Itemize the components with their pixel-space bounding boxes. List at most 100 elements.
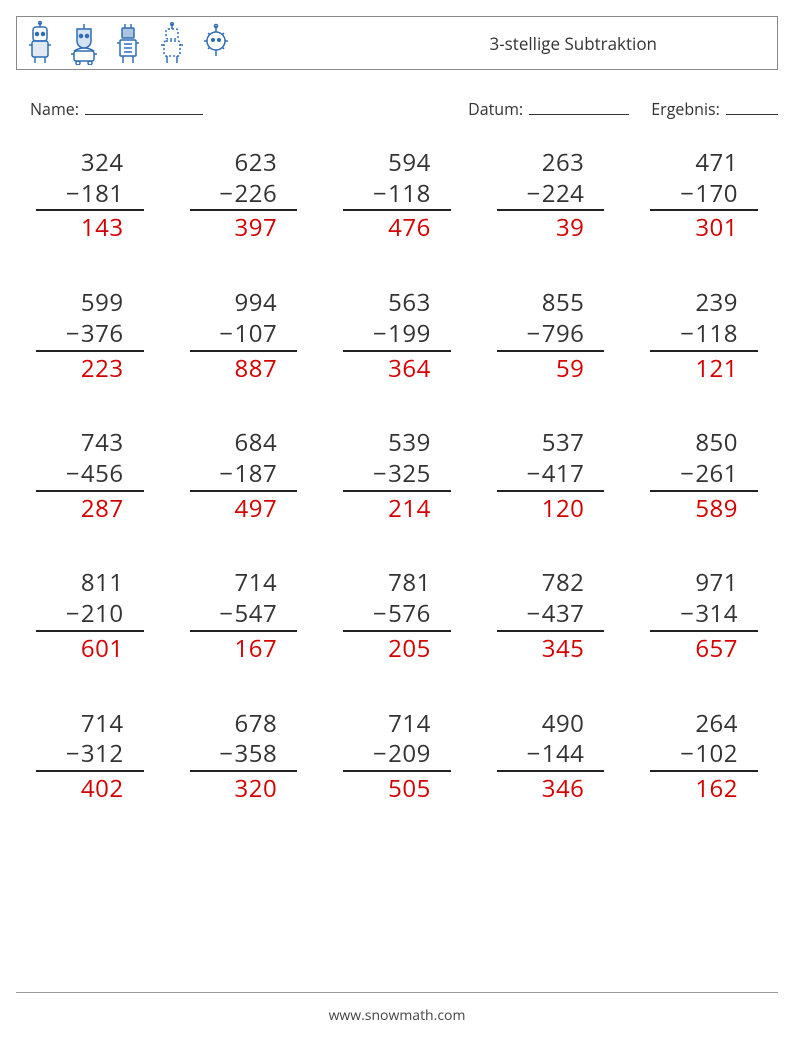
minuend: 599 [36, 288, 144, 319]
subtrahend: 102 [695, 737, 738, 770]
minuend: 594 [343, 148, 451, 179]
answer: 143 [36, 213, 144, 244]
answer: 162 [650, 774, 758, 805]
subtrahend: 261 [695, 457, 738, 490]
subtrahend-row: −170 [650, 179, 758, 212]
minus-sign: − [680, 597, 694, 630]
minuend: 850 [650, 428, 758, 459]
subtrahend: 576 [388, 597, 431, 630]
minus-sign: − [526, 597, 540, 630]
subtrahend-row: −187 [190, 459, 298, 492]
subtrahend-row: −417 [497, 459, 605, 492]
subtrahend-row: −312 [36, 739, 144, 772]
problem: 594−118476 [343, 148, 451, 244]
minuend: 971 [650, 568, 758, 599]
score-blank[interactable] [726, 100, 778, 115]
subtrahend-row: −226 [190, 179, 298, 212]
subtrahend-row: −261 [650, 459, 758, 492]
worksheet-page: 3-stellige Subtraktion Name: Datum: Erge… [0, 0, 794, 1053]
minuend: 678 [190, 709, 298, 740]
problem: 324−181143 [36, 148, 144, 244]
problem: 850−261589 [650, 428, 758, 524]
minus-sign: − [373, 177, 387, 210]
subtrahend: 437 [542, 597, 585, 630]
minuend: 324 [36, 148, 144, 179]
subtrahend-row: −199 [343, 319, 451, 352]
problem: 563−199364 [343, 288, 451, 384]
minus-sign: − [526, 177, 540, 210]
answer: 167 [190, 634, 298, 665]
problem: 537−417120 [497, 428, 605, 524]
subtrahend-row: −576 [343, 599, 451, 632]
problem: 239−118121 [650, 288, 758, 384]
robot-icon [23, 21, 57, 65]
minuend: 471 [650, 148, 758, 179]
date-label: Datum: [468, 98, 523, 120]
answer: 589 [650, 494, 758, 525]
answer: 120 [497, 494, 605, 525]
minus-sign: − [526, 737, 540, 770]
name-field: Name: [30, 98, 203, 120]
subtrahend: 796 [542, 317, 585, 350]
subtrahend-row: −209 [343, 739, 451, 772]
minuend: 714 [36, 709, 144, 740]
problem: 714−547167 [190, 568, 298, 664]
subtrahend: 376 [81, 317, 124, 350]
problem: 855−79659 [497, 288, 605, 384]
minus-sign: − [373, 317, 387, 350]
subtrahend-row: −437 [497, 599, 605, 632]
answer: 497 [190, 494, 298, 525]
answer: 346 [497, 774, 605, 805]
subtrahend: 144 [542, 737, 585, 770]
minuend: 743 [36, 428, 144, 459]
answer: 214 [343, 494, 451, 525]
problem: 743−456287 [36, 428, 144, 524]
problem: 263−22439 [497, 148, 605, 244]
subtrahend: 118 [695, 317, 738, 350]
subtrahend: 199 [388, 317, 431, 350]
subtrahend-row: −376 [36, 319, 144, 352]
problem: 781−576205 [343, 568, 451, 664]
minus-sign: − [219, 457, 233, 490]
problem: 714−312402 [36, 709, 144, 805]
minus-sign: − [680, 317, 694, 350]
minus-sign: − [66, 457, 80, 490]
subtrahend: 417 [542, 457, 585, 490]
problem: 599−376223 [36, 288, 144, 384]
minus-sign: − [680, 737, 694, 770]
minus-sign: − [66, 597, 80, 630]
header-box: 3-stellige Subtraktion [16, 16, 778, 70]
robot-icon [111, 21, 145, 65]
subtrahend: 210 [81, 597, 124, 630]
minus-sign: − [66, 177, 80, 210]
subtrahend-row: −144 [497, 739, 605, 772]
problem: 811−210601 [36, 568, 144, 664]
name-blank[interactable] [85, 100, 203, 115]
robot-icon [199, 21, 233, 65]
problem: 684−187497 [190, 428, 298, 524]
subtrahend: 181 [81, 177, 124, 210]
subtrahend: 209 [388, 737, 431, 770]
minus-sign: − [219, 597, 233, 630]
problem: 971−314657 [650, 568, 758, 664]
problem-grid: 324−181143623−226397594−118476263−224394… [36, 148, 758, 805]
answer: 121 [650, 354, 758, 385]
minus-sign: − [66, 737, 80, 770]
minus-sign: − [680, 177, 694, 210]
subtrahend: 118 [388, 177, 431, 210]
subtrahend: 312 [81, 737, 124, 770]
answer: 39 [497, 213, 605, 244]
problem: 539−325214 [343, 428, 451, 524]
answer: 657 [650, 634, 758, 665]
minus-sign: − [373, 597, 387, 630]
minuend: 714 [190, 568, 298, 599]
minus-sign: − [680, 457, 694, 490]
problem: 471−170301 [650, 148, 758, 244]
date-field: Datum: [468, 98, 629, 120]
problem: 678−358320 [190, 709, 298, 805]
answer: 59 [497, 354, 605, 385]
minuend: 539 [343, 428, 451, 459]
date-blank[interactable] [529, 100, 629, 115]
minuend: 781 [343, 568, 451, 599]
subtrahend-row: −118 [343, 179, 451, 212]
